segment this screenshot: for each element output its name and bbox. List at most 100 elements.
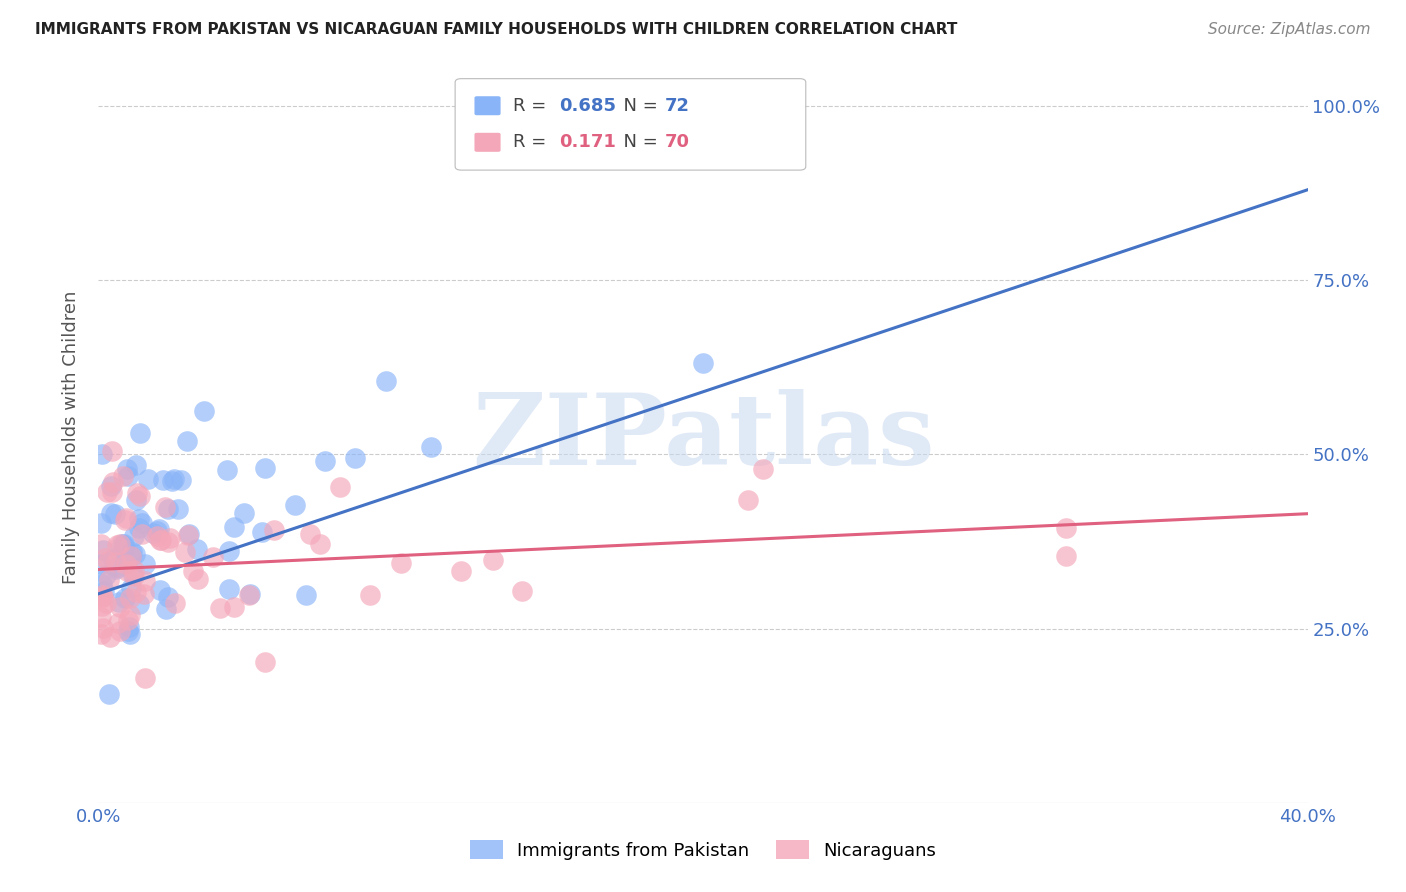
Point (104, 555, 127, 569)
Point (98, 630, 121, 644)
Point (111, 537, 134, 551)
Point (253, 656, 276, 670)
Point (163, 472, 186, 486)
Point (284, 498, 307, 512)
Point (360, 588, 382, 602)
Point (94, 596, 117, 610)
Point (127, 486, 149, 500)
Point (91, 543, 114, 558)
Point (128, 597, 150, 611)
Point (117, 613, 139, 627)
Text: N =: N = (613, 96, 664, 115)
Point (128, 512, 150, 526)
Point (176, 528, 198, 542)
Point (100, 479, 122, 493)
Point (122, 563, 145, 577)
Point (125, 585, 148, 599)
Point (93, 590, 115, 604)
Point (98, 687, 121, 701)
Point (157, 535, 180, 549)
Point (176, 434, 198, 449)
Point (91, 577, 114, 591)
Point (110, 600, 132, 615)
Point (218, 582, 240, 597)
Point (100, 506, 122, 520)
Point (100, 484, 122, 499)
Point (170, 474, 193, 488)
Point (344, 451, 367, 466)
Point (329, 479, 352, 493)
Text: IMMIGRANTS FROM PAKISTAN VS NICARAGUAN FAMILY HOUSEHOLDS WITH CHILDREN CORRELATI: IMMIGRANTS FROM PAKISTAN VS NICARAGUAN F… (35, 22, 957, 37)
Point (90, 626, 112, 640)
Point (510, 584, 533, 599)
Point (239, 587, 262, 601)
Point (97, 554, 120, 568)
Point (167, 502, 190, 516)
Point (118, 620, 141, 634)
Point (90, 588, 112, 602)
Point (125, 492, 148, 507)
Point (112, 537, 135, 551)
FancyBboxPatch shape (474, 96, 501, 115)
Point (193, 403, 215, 417)
Point (450, 564, 472, 578)
Point (163, 595, 186, 609)
Point (149, 533, 172, 548)
Point (1054, 549, 1077, 564)
Point (131, 526, 153, 541)
Point (121, 568, 143, 582)
Point (131, 516, 153, 530)
Point (134, 672, 156, 686)
Point (112, 543, 135, 558)
Point (152, 473, 174, 487)
Point (122, 569, 145, 583)
Point (90, 609, 112, 624)
Point (692, 356, 714, 370)
Point (105, 538, 128, 552)
Point (117, 624, 139, 638)
Point (389, 556, 412, 570)
Point (482, 553, 505, 567)
Point (149, 533, 172, 547)
Point (118, 608, 141, 623)
Y-axis label: Family Households with Children: Family Households with Children (62, 291, 80, 583)
Point (250, 525, 273, 540)
Text: 0.171: 0.171 (560, 133, 616, 152)
Point (120, 549, 142, 563)
Point (142, 525, 165, 540)
Point (122, 529, 145, 543)
Point (707, 99, 730, 113)
Legend: Immigrants from Pakistan, Nicaraguans: Immigrants from Pakistan, Nicaraguans (463, 833, 943, 867)
Point (153, 500, 176, 515)
Point (90, 590, 112, 604)
Point (91, 599, 114, 613)
Text: ZIPatlas: ZIPatlas (472, 389, 934, 485)
FancyBboxPatch shape (456, 78, 806, 170)
Point (134, 557, 156, 571)
Point (299, 527, 322, 541)
Point (217, 463, 239, 477)
Point (132, 587, 155, 601)
Point (134, 574, 156, 589)
Point (186, 542, 208, 557)
Text: 72: 72 (664, 96, 689, 115)
Point (187, 572, 209, 586)
Point (94, 551, 117, 566)
Point (101, 475, 124, 489)
Point (108, 624, 131, 638)
Point (138, 472, 160, 486)
Point (314, 454, 336, 468)
Text: 70: 70 (664, 133, 689, 152)
Point (125, 458, 148, 473)
Point (420, 440, 443, 454)
Point (107, 616, 129, 631)
Point (115, 564, 138, 578)
Text: R =: R = (513, 133, 558, 152)
Point (114, 557, 136, 571)
Point (1054, 521, 1077, 535)
Point (129, 426, 152, 441)
Point (179, 527, 201, 541)
Point (128, 521, 150, 535)
Point (90, 557, 112, 571)
Point (309, 537, 332, 551)
